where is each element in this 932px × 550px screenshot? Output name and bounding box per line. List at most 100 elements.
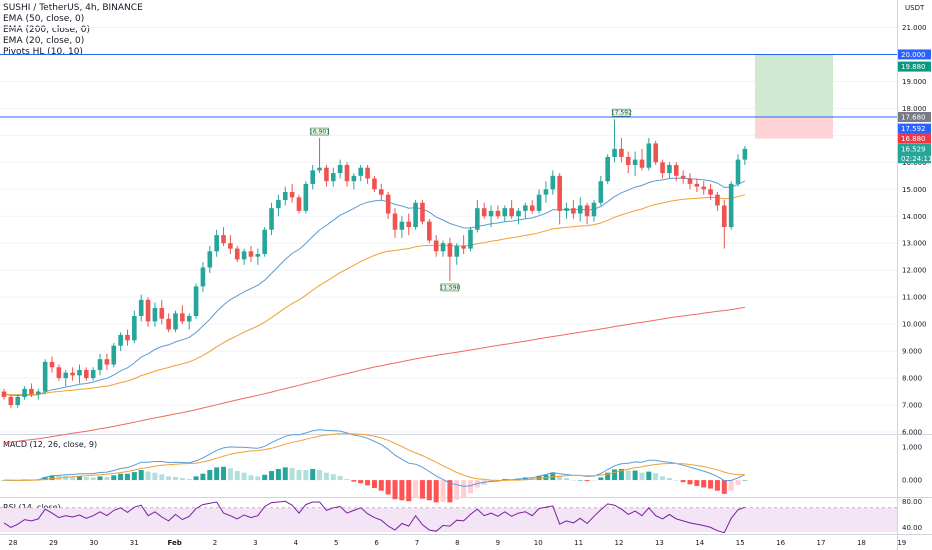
macd-histogram-bar [97, 476, 103, 481]
x-tick-label: 3 [253, 539, 257, 547]
macd-histogram-bar [646, 471, 652, 481]
candle-body [282, 191, 288, 201]
candle-body [571, 208, 576, 214]
candle [399, 216, 405, 238]
x-tick-label: 6 [374, 539, 379, 547]
y-tick-label: 14.000 [902, 213, 927, 221]
x-tick-label: 18 [857, 539, 866, 547]
candle [15, 394, 21, 408]
macd-histogram-bar [378, 480, 384, 491]
candle-body [372, 178, 377, 190]
candle [330, 167, 336, 187]
price-badge [898, 143, 931, 154]
macd-histogram-bar [179, 477, 185, 481]
candle [625, 151, 631, 174]
rsi-line [3, 500, 746, 534]
macd-histogram-bar [303, 470, 309, 481]
candle-body [365, 167, 370, 179]
candle [84, 367, 89, 381]
macd-histogram-bar [282, 467, 288, 481]
candle [701, 181, 707, 195]
price-badge-label: 17.592 [901, 125, 926, 133]
candle-body [385, 194, 391, 214]
legend-ema200[interactable]: EMA (200, close, 0) [3, 25, 91, 35]
legend-ema20[interactable]: EMA (20, close, 0) [3, 36, 85, 46]
candle [214, 229, 219, 257]
candle-body [255, 254, 261, 257]
macd-histogram-bar [584, 480, 590, 482]
candle-body [701, 186, 707, 190]
rsi-pane-label[interactable]: RSI (14, close) [3, 503, 61, 512]
macd-histogram-bar [296, 470, 302, 481]
symbol-title[interactable]: SUSHI / TetherUS, 4h, BINANCE [3, 3, 143, 13]
macd-histogram-bar [63, 475, 69, 481]
candle [392, 208, 398, 238]
y-tick-label: 11.000 [902, 294, 927, 302]
macd-histogram-bar [406, 480, 412, 502]
candle [379, 183, 384, 201]
candle-body [337, 165, 343, 174]
candle-body [667, 165, 672, 174]
candle [454, 243, 460, 265]
candle-body [708, 189, 713, 195]
ema-line-0 [3, 177, 746, 397]
y-tick-label: 9.000 [902, 348, 922, 356]
x-tick-label: 9 [496, 539, 500, 547]
candle-body [680, 175, 686, 179]
pivot-label-box [440, 283, 460, 292]
candle [70, 367, 75, 381]
legend-pivots[interactable]: Pivots HL (10, 10) [3, 47, 83, 57]
candle [104, 353, 110, 370]
candle [385, 191, 391, 219]
macd-histogram-bar [385, 480, 391, 495]
candle [420, 200, 425, 225]
y-tick-label: 13.000 [902, 240, 927, 248]
x-tick-label: 7 [415, 539, 419, 547]
macd-histogram-bar [694, 480, 700, 486]
candle [584, 202, 590, 225]
candle-body [234, 248, 240, 260]
macd-histogram-bar [358, 480, 364, 484]
macd-histogram-bar [186, 479, 192, 481]
macd-histogram-bar [166, 476, 172, 481]
candle-body [495, 210, 501, 217]
candle [680, 170, 686, 184]
macd-histogram-bar [70, 476, 76, 481]
legend-ema50[interactable]: EMA (50, close, 0) [3, 14, 85, 24]
x-tick-label: 14 [695, 539, 704, 547]
candle [262, 227, 267, 257]
candle-body [228, 243, 233, 249]
macd-histogram-bar [344, 479, 350, 481]
macd-histogram-bar [193, 476, 199, 481]
candle-body [145, 299, 151, 322]
candle-body [584, 205, 590, 217]
candle-body [186, 316, 192, 322]
macd-pane-label[interactable]: MACD (12, 26, close, 9) [3, 440, 98, 449]
candle-body [433, 240, 439, 252]
y-tick-label: 7.000 [902, 402, 922, 410]
candle [728, 181, 734, 230]
candle-body [550, 175, 556, 190]
candle [344, 162, 350, 187]
macd-histogram-bar [365, 480, 371, 486]
candle [667, 162, 672, 179]
x-tick-label: 11 [574, 539, 583, 547]
pivot-label: 16.901 [309, 129, 330, 136]
x-tick-label: 10 [534, 539, 543, 547]
macd-histogram-bar [728, 480, 734, 491]
candle [495, 205, 501, 219]
macd-histogram-bar [310, 468, 316, 481]
candle [639, 148, 645, 171]
candle [571, 200, 576, 219]
candle [509, 200, 514, 219]
candle-body [166, 318, 171, 330]
candle-body [728, 183, 734, 228]
candle-body [303, 183, 309, 211]
candle-body [8, 396, 14, 406]
candle [282, 186, 288, 206]
macd-histogram-bar [76, 476, 82, 481]
candle-body [564, 208, 569, 211]
candle [715, 191, 720, 211]
candle-body [577, 205, 583, 214]
